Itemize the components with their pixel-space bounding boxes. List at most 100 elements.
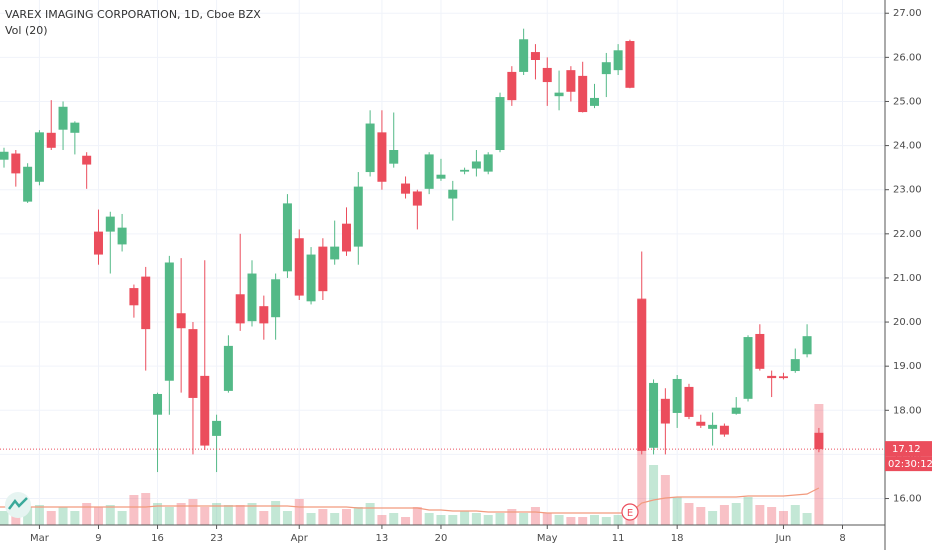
y-tick-label: 18.00 xyxy=(893,405,922,416)
logo-mark[interactable] xyxy=(8,497,28,510)
candle-body xyxy=(70,122,80,133)
volume-bar xyxy=(11,515,21,525)
countdown-label: 02:30:12 xyxy=(888,459,932,470)
volume-bar xyxy=(672,497,682,525)
volume-bar xyxy=(495,513,505,525)
candle-body xyxy=(708,424,718,429)
candle-body xyxy=(318,246,328,292)
candle-body xyxy=(424,154,434,189)
candle-body xyxy=(649,382,659,448)
candle-body xyxy=(566,70,576,92)
volume-bar xyxy=(471,513,481,525)
volume-bar xyxy=(578,517,588,525)
candle-body xyxy=(507,71,517,101)
candle-body xyxy=(778,376,788,379)
volume-bar xyxy=(660,475,670,525)
volume-bar xyxy=(601,517,611,525)
candle-body xyxy=(58,106,68,130)
volume-bar xyxy=(365,503,375,525)
candle-body xyxy=(412,191,422,206)
volume-bar xyxy=(649,465,659,525)
volume-bar xyxy=(448,515,458,525)
x-tick-label: 8 xyxy=(839,533,845,544)
volume-bar xyxy=(200,507,210,525)
candle-body xyxy=(530,52,540,60)
volume-bar xyxy=(743,497,753,525)
volume-bar xyxy=(82,503,92,525)
volume-bar xyxy=(93,507,103,525)
volume-bar xyxy=(23,507,33,525)
volume-bar xyxy=(507,509,517,525)
volume-legend: Vol (20) xyxy=(5,24,48,37)
candle-body xyxy=(436,174,446,179)
volume-bar xyxy=(778,511,788,525)
candle-body xyxy=(153,393,163,415)
earnings-circle[interactable] xyxy=(621,503,639,521)
candle-body xyxy=(542,67,552,83)
candle-body xyxy=(743,337,753,399)
volume-bar xyxy=(105,505,115,525)
volume-bar xyxy=(566,517,576,525)
volume-bar xyxy=(483,515,493,525)
candle-body xyxy=(554,92,564,97)
candle-body xyxy=(684,386,694,417)
volume-bar xyxy=(542,513,552,525)
volume-bar xyxy=(519,513,529,525)
volume-bar xyxy=(271,501,281,525)
volume-bar xyxy=(58,507,68,525)
candle-body xyxy=(731,407,741,414)
volume-bar xyxy=(755,505,765,525)
volume-bar xyxy=(46,511,56,525)
y-tick-label: 20.00 xyxy=(893,317,922,328)
candle-body xyxy=(578,75,588,113)
volume-bar xyxy=(708,511,718,525)
volume-bar xyxy=(235,505,245,525)
volume-ma-line xyxy=(0,487,820,514)
volume-bar xyxy=(306,513,316,525)
candle-body xyxy=(294,238,304,296)
volume-bar xyxy=(790,505,800,525)
logo[interactable] xyxy=(5,492,31,518)
earnings-label[interactable]: E xyxy=(627,508,633,519)
volume-bar xyxy=(389,513,399,525)
volume-bar xyxy=(164,507,174,525)
earnings-marker[interactable]: E xyxy=(621,503,639,521)
y-tick-label: 23.00 xyxy=(893,185,922,196)
candle-body xyxy=(341,223,351,252)
volume-bar xyxy=(330,513,340,525)
volume-bar xyxy=(424,513,434,525)
candle-body xyxy=(613,50,623,71)
candle-body xyxy=(306,254,316,302)
volume-bar xyxy=(814,404,824,525)
candle-body xyxy=(11,153,21,174)
candle-body xyxy=(271,279,281,318)
x-tick-label: 23 xyxy=(210,533,223,544)
volume-bar xyxy=(436,515,446,525)
candle-body xyxy=(93,231,103,255)
candle-body xyxy=(401,183,411,194)
x-tick-label: Mar xyxy=(30,533,50,544)
volume-bar xyxy=(247,503,257,525)
volume-bar xyxy=(696,507,706,525)
volume-bar xyxy=(282,511,292,525)
candle-body xyxy=(282,203,292,272)
y-tick-label: 16.00 xyxy=(893,494,922,505)
candle-body xyxy=(141,276,151,330)
y-tick-label: 21.00 xyxy=(893,273,922,284)
volume-bar xyxy=(223,505,233,525)
volume-bar xyxy=(767,507,777,525)
candle-body xyxy=(519,39,529,72)
candle-body xyxy=(200,375,210,446)
candles xyxy=(0,28,824,473)
volume-bar xyxy=(460,511,470,525)
volume-bar xyxy=(590,515,599,525)
candle-body xyxy=(660,398,670,424)
volume-bar xyxy=(259,511,269,525)
volume-bar xyxy=(341,509,351,525)
candle-body xyxy=(802,336,812,355)
last-price-box xyxy=(885,441,932,457)
candle-body xyxy=(672,378,682,413)
candle-body xyxy=(212,420,222,436)
volume-bar xyxy=(530,507,540,525)
